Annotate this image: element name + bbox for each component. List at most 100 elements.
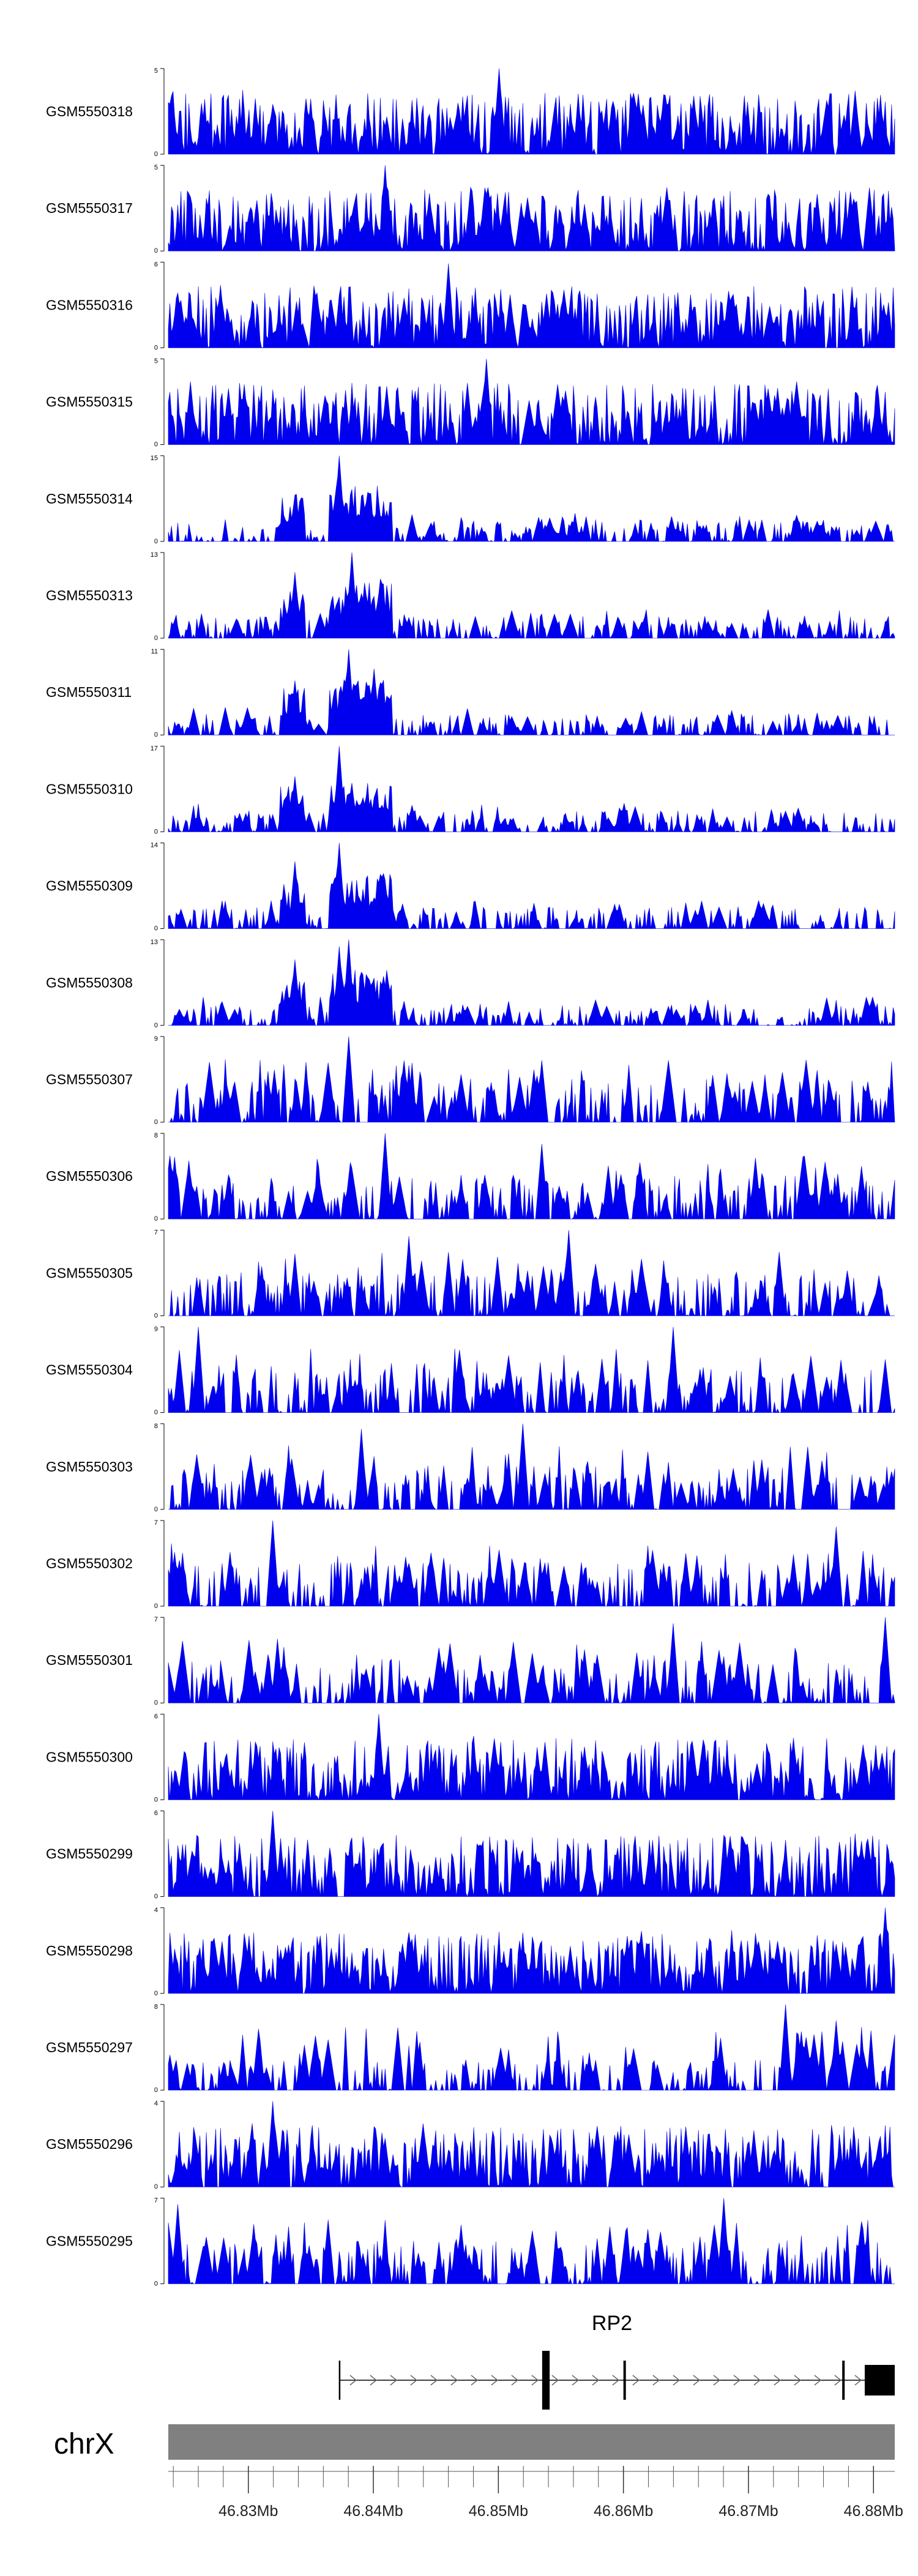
y-tick-zero-label: 0 [154,1506,158,1513]
track-label: GSM5550316 [46,297,133,313]
track-GSM5550302: GSM5550302 7 0 [46,1519,895,1610]
track-GSM5550308: GSM5550308 13 0 [46,939,895,1029]
track-GSM5550298: GSM5550298 4 0 [46,1907,895,1997]
track-label: GSM5550302 [46,1555,133,1571]
y-tick-max-label: 6 [154,1713,158,1720]
track-label: GSM5550313 [46,587,133,603]
track-GSM5550301: GSM5550301 7 0 [46,1616,895,1707]
y-tick-max-label: 8 [154,2003,158,2011]
chromosome-ideogram [168,2424,895,2460]
track-label: GSM5550299 [46,1846,133,1862]
gene-exon [623,2361,626,2400]
y-tick-zero-label: 0 [154,635,158,642]
track-GSM5550299: GSM5550299 6 0 [46,1810,895,1900]
y-tick-zero-label: 0 [154,1893,158,1900]
track-label: GSM5550304 [46,1362,133,1378]
y-tick-max-label: 13 [151,939,158,946]
coverage-area [168,2004,895,2091]
track-label: GSM5550306 [46,1168,133,1184]
gene-exon [864,2365,895,2395]
track-label: GSM5550309 [46,878,133,894]
strand-chevron [794,2375,802,2386]
y-tick-max-label: 11 [151,648,158,655]
strand-chevron [491,2375,499,2386]
y-tick-max-label: 14 [151,842,158,849]
y-tick-max-label: 13 [151,551,158,559]
y-tick-max-label: 7 [154,1519,158,1527]
coverage-area [168,2101,895,2188]
track-GSM5550304: GSM5550304 9 0 [46,1326,895,1416]
y-tick-zero-label: 0 [154,441,158,449]
y-tick-zero-label: 0 [154,2280,158,2287]
coverage-area [168,939,895,1026]
coverage-area [168,1811,895,1897]
strand-chevron [592,2375,600,2386]
strand-chevron [410,2375,418,2386]
track-label: GSM5550295 [46,2233,133,2249]
coverage-area [168,1133,895,1220]
y-tick-max-label: 8 [154,1423,158,1430]
strand-chevron [531,2375,539,2386]
strand-chevron [450,2375,458,2386]
y-tick-max-label: 9 [154,1326,158,1333]
y-tick-zero-label: 0 [154,538,158,545]
coverage-area [168,263,895,349]
y-tick-max-label: 6 [154,1810,158,1817]
x-tick-label: 46.88Mb [844,2503,903,2520]
track-label: GSM5550310 [46,781,133,797]
chromosome-label: chrX [54,2428,114,2460]
coverage-area [168,1907,895,1994]
y-tick-max-label: 6 [154,261,158,268]
y-tick-max-label: 5 [154,67,158,75]
track-GSM5550314: GSM5550314 15 0 [46,455,895,545]
track-GSM5550316: GSM5550316 6 0 [46,261,895,351]
y-tick-max-label: 7 [154,1229,158,1236]
coverage-area [168,1520,895,1607]
track-label: GSM5550307 [46,1071,133,1087]
track-label: GSM5550301 [46,1652,133,1668]
track-label: GSM5550298 [46,1943,133,1959]
coverage-area [168,1230,895,1317]
gene-label: RP2 [592,2312,632,2335]
y-tick-zero-label: 0 [154,151,158,158]
track-label: GSM5550317 [46,200,133,216]
strand-chevron [612,2375,620,2386]
track-GSM5550313: GSM5550313 13 0 [46,551,895,642]
strand-chevron [572,2375,580,2386]
x-tick-label: 46.87Mb [718,2503,778,2520]
y-tick-max-label: 4 [154,2100,158,2107]
strand-chevron [632,2375,640,2386]
strand-chevron [814,2375,822,2386]
x-tick-label: 46.83Mb [218,2503,278,2520]
y-tick-zero-label: 0 [154,731,158,739]
track-GSM5550318: GSM5550318 5 0 [46,67,895,158]
track-label: GSM5550315 [46,394,133,410]
y-tick-max-label: 9 [154,1035,158,1043]
y-tick-max-label: 5 [154,164,158,171]
track-label: GSM5550305 [46,1265,133,1281]
y-tick-max-label: 15 [151,455,158,462]
track-label: GSM5550311 [46,684,132,700]
gene-exon [542,2351,550,2410]
strand-chevron [733,2375,741,2386]
genome-axis-track: chrX 46.83Mb 46.84Mb 46.85Mb 46.86Mb 46.87Mb… [54,2424,903,2520]
y-tick-zero-label: 0 [154,1312,158,1319]
track-GSM5550305: GSM5550305 7 0 [46,1229,895,1319]
coverage-area [168,1423,895,1510]
strand-chevron [834,2375,842,2386]
gene-annotation-track: RP2 [338,2312,895,2410]
y-tick-zero-label: 0 [154,1990,158,1997]
track-label: GSM5550300 [46,1749,133,1765]
gene-exon [842,2361,845,2400]
strand-chevron [673,2375,681,2386]
strand-chevron [753,2375,761,2386]
coverage-area [168,1327,895,1413]
coverage-area [168,1617,895,1704]
y-tick-zero-label: 0 [154,1699,158,1707]
track-label: GSM5550297 [46,2039,133,2055]
track-GSM5550307: GSM5550307 9 0 [46,1035,895,1126]
strand-chevron [652,2375,660,2386]
strand-chevron [370,2375,378,2386]
strand-chevron [511,2375,519,2386]
